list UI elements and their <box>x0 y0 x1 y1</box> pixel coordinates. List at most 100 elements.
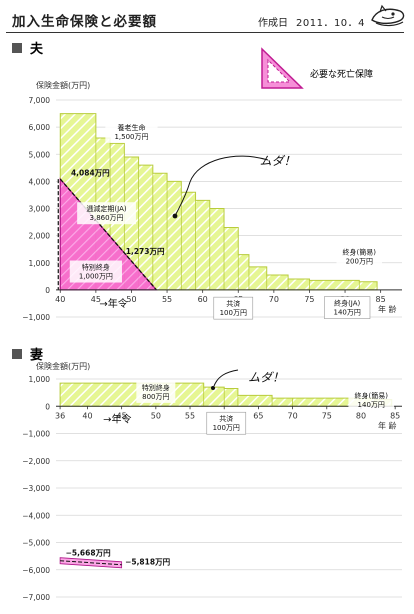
x-axis-label: 年 齢 <box>378 420 397 430</box>
black-square-icon <box>12 43 22 53</box>
wife-chart: 1,000 0 −1,000 −2,000 −3,000 −4,000 −5,000 −6,0… <box>22 361 402 602</box>
annotation-value-label: −5,818万円 <box>125 558 171 567</box>
annotation-sublabel: 1,500万円 <box>114 133 148 141</box>
x-tick-label: 50 <box>151 411 161 420</box>
annotation-value-label: −5,668万円 <box>66 548 112 557</box>
annotation-sublabel: 140万円 <box>358 401 385 409</box>
x-tick-label: 55 <box>162 295 172 304</box>
callout-curve <box>213 369 239 387</box>
annotation-label: 共済 <box>226 299 240 308</box>
y-tick-label: 5,000 <box>29 150 51 159</box>
x-tick-label: 45 <box>117 411 127 420</box>
legend-triangle-inner <box>267 58 292 83</box>
x-tick-label: 40 <box>82 411 92 420</box>
annotation-sublabel: 800万円 <box>142 393 169 401</box>
husband-chart: 7,000 6,000 5,000 4,000 3,000 2,000 1,000 0 −1,0… <box>22 80 402 322</box>
x-tick-label: 50 <box>126 295 136 304</box>
y-tick-label: −5,000 <box>22 539 50 548</box>
annotation-label: 共済 <box>219 414 233 423</box>
x-tick-label: 40 <box>55 295 65 304</box>
date-label: 作成日 <box>258 18 288 29</box>
annotation-sublabel: 100万円 <box>220 309 247 317</box>
annotation-label: 特別終身 <box>82 263 110 272</box>
header-rule <box>6 32 404 33</box>
x-tick-label: 85 <box>390 411 400 420</box>
annotation-sublabel: 200万円 <box>346 258 373 266</box>
annotation-box <box>105 120 158 143</box>
y-tick-label: 0 <box>45 286 50 295</box>
annotation-box <box>77 202 136 225</box>
y-tick-label: −1,000 <box>22 430 50 439</box>
annotation-sublabel: 1,000万円 <box>79 273 113 281</box>
y-tick-label: −6,000 <box>22 566 50 575</box>
annotation-muda: ムダ！ <box>248 371 284 385</box>
callout-curve <box>175 155 269 215</box>
y-tick-label: −2,000 <box>22 457 50 466</box>
annotation-value-label: 4,084万円 <box>71 168 110 177</box>
annotation-sublabel: 3,860万円 <box>90 214 124 222</box>
annotation-box <box>348 389 395 412</box>
y-axis-label: 保険金額(万円) <box>36 361 90 371</box>
annotation-label: 逓減定期(JA) <box>86 204 126 213</box>
annotation-box <box>206 411 247 435</box>
y-tick-label: 0 <box>45 402 50 411</box>
x-tick-label: 36 <box>55 411 65 420</box>
annotation-muda: ムダ！ <box>260 154 296 168</box>
y-tick-label: −7,000 <box>22 593 50 602</box>
cartoon-mascot-icon <box>371 4 405 27</box>
annotation-box <box>136 380 176 403</box>
callout-dot <box>211 386 215 390</box>
annotation-box <box>213 296 254 320</box>
annotation-sublabel: 140万円 <box>333 309 360 317</box>
page-header: 加入生命保険と必要額 作成日 2011．10．4 <box>6 4 410 34</box>
page-title: 加入生命保険と必要額 <box>12 14 157 30</box>
annotation-box <box>336 245 383 268</box>
y-tick-label: 1,000 <box>29 259 51 268</box>
x-tick-label: 60 <box>198 295 208 304</box>
annotation-label: 終身(簡易) <box>354 391 388 400</box>
y-tick-label: 7,000 <box>29 96 51 105</box>
x-tick-label: 65 <box>253 411 263 420</box>
black-square-icon <box>12 349 22 359</box>
annotation-value-label: 1,273万円 <box>126 247 165 256</box>
x-tick-label: 45 <box>91 295 101 304</box>
section-label-wife: 妻 <box>30 347 43 363</box>
annotation-label: 特別終身 <box>142 383 170 392</box>
x-axis-label: 年 齢 <box>378 304 397 314</box>
x-tick-label: 55 <box>185 411 195 420</box>
annotation-age-arrow: →年令 <box>99 297 127 310</box>
y-tick-label: −3,000 <box>22 484 50 493</box>
legend: 必要な死亡保障 <box>261 47 373 89</box>
annotation-label: 養老生命 <box>117 123 145 132</box>
y-tick-label: 2,000 <box>29 232 51 241</box>
insurance-step-area <box>59 113 378 291</box>
y-tick-label: 3,000 <box>29 205 51 214</box>
y-axis-label: 保険金額(万円) <box>36 80 90 90</box>
annotation-age-arrow: →年令 <box>103 413 131 426</box>
y-tick-label: 1,000 <box>29 375 51 384</box>
section-label-husband: 夫 <box>30 41 44 57</box>
annotation-box <box>69 260 122 283</box>
x-tick-label: 80 <box>356 411 366 420</box>
annotation-label: 終身(簡易) <box>343 248 377 257</box>
created-date: 2011．10．4 <box>296 18 366 29</box>
needed-coverage-line <box>60 560 122 566</box>
y-tick-label: −4,000 <box>22 511 50 520</box>
x-tick-label: 75 <box>304 295 314 304</box>
y-tick-label: 4,000 <box>29 177 51 186</box>
y-tick-label: 6,000 <box>29 123 51 132</box>
callout-dot <box>172 213 178 219</box>
x-tick-label: 75 <box>322 411 332 420</box>
y-tick-label: −1,000 <box>22 313 50 322</box>
annotation-box <box>324 296 371 319</box>
x-tick-label: 70 <box>287 411 297 420</box>
needed-coverage-line <box>59 178 157 291</box>
annotation-sublabel: 100万円 <box>213 424 240 432</box>
insurance-step-area <box>59 382 393 407</box>
x-tick-label: 85 <box>376 295 386 304</box>
legend-label: 必要な死亡保障 <box>310 68 373 80</box>
x-tick-label: 70 <box>269 295 279 304</box>
annotation-label: 終身(JA) <box>334 299 360 308</box>
